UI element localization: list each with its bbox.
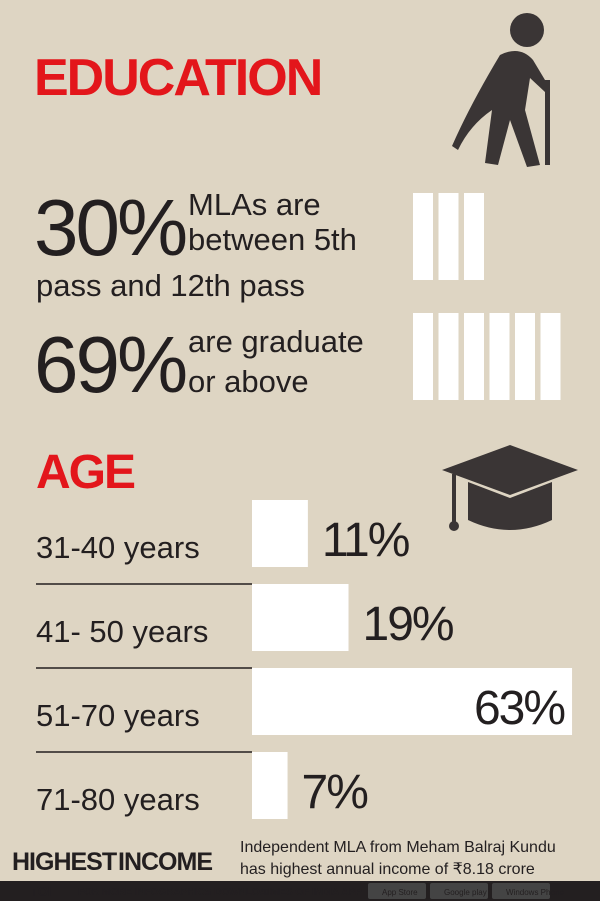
age-label: 41- 50 years <box>36 614 208 649</box>
tally-bar <box>489 313 510 400</box>
age-label: 71-80 years <box>36 782 200 817</box>
percent-label: 69% <box>34 320 186 409</box>
store-text: App Store <box>382 888 418 897</box>
education-title: EDUCATION <box>34 49 321 107</box>
education-text: are graduate <box>188 324 364 359</box>
age-value-label: 19% <box>363 598 453 651</box>
tally-bar <box>540 313 561 400</box>
tally-bar <box>413 313 433 400</box>
store-text: Google play <box>444 888 487 897</box>
footer-logo: TOI <box>30 884 51 899</box>
tally-bar <box>438 313 459 400</box>
elderly-icon <box>452 13 550 167</box>
percent-label: 30% <box>34 183 186 272</box>
store-text: Windows Phone <box>506 888 564 897</box>
age-value-label: 7% <box>302 766 368 819</box>
income-text: has highest annual income of ₹8.18 crore <box>240 861 535 878</box>
education-text: MLAs are <box>188 187 321 222</box>
education-text: or above <box>188 364 309 399</box>
tally-bar <box>413 193 433 280</box>
age-bar <box>252 752 288 819</box>
tally-bar <box>438 193 459 280</box>
age-label: 31-40 years <box>36 530 200 565</box>
income-text: Independent MLA from Meham Balraj Kundu <box>240 839 556 856</box>
footer-app: TIMES OF INDIA APP <box>262 887 362 898</box>
age-bar <box>252 668 573 735</box>
age-value-label: 11% <box>322 514 409 567</box>
age-title: AGE <box>36 446 135 499</box>
footer-text: FOR MORE INFOGRAPHICS DOWNLOAD <box>78 887 274 898</box>
tally-bar <box>515 313 535 400</box>
store-badge <box>492 883 550 899</box>
income-title: HIGHEST <box>12 848 117 876</box>
store-badge <box>430 883 488 899</box>
graduation-cap-icon <box>442 445 578 531</box>
store-badge <box>368 883 426 899</box>
education-text: between 5th <box>188 222 357 257</box>
age-value-label: 63% <box>474 682 564 735</box>
income-title: INCOME <box>118 848 212 876</box>
age-bar <box>252 584 349 651</box>
tally-bar <box>464 193 484 280</box>
age-label: 51-70 years <box>36 698 200 733</box>
education-text: pass and 12th pass <box>36 268 305 303</box>
tally-bar <box>464 313 484 400</box>
age-bar <box>252 500 308 567</box>
